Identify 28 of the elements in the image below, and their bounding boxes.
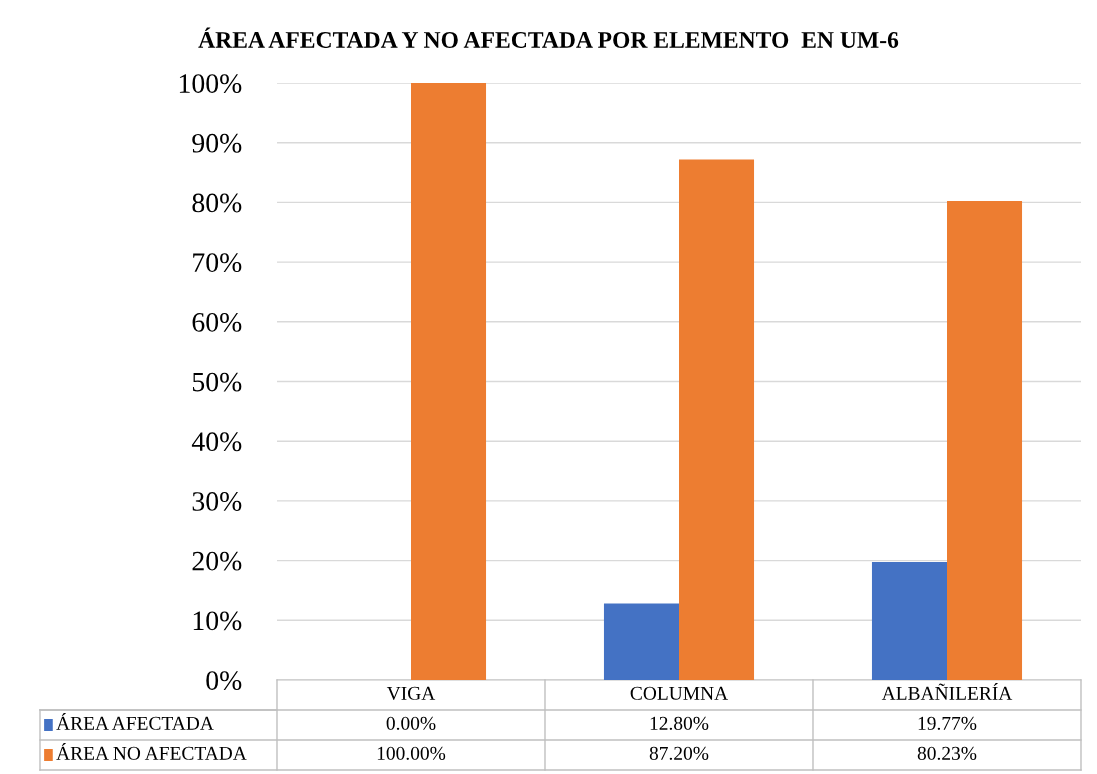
bar [603,603,679,680]
data-label: 19.77% [918,716,977,730]
y-tick-label: 100% [179,74,242,93]
y-tick-label: 40% [191,432,242,452]
y-tick-label: 70% [193,253,242,273]
x-tick-label: VIGA [386,686,436,700]
data-label: 87.20% [649,746,709,760]
bar [871,561,947,680]
y-tick-label: 80% [192,193,242,213]
data-label: 100.00% [377,746,446,760]
legend-label: ÁREA NO AFECTADA [56,743,247,760]
bar [411,83,487,680]
y-tick-label: 0% [206,671,242,690]
y-tick-label: 20% [192,551,242,571]
y-tick-label: 90% [192,133,242,153]
chart-title: ÁREA AFECTADA Y NO AFECTADA POR ELEMENTO EN UM-6 [198,27,899,48]
y-tick-label: 60% [192,312,242,332]
data-label: 12.80% [650,716,709,730]
bar [947,201,1023,680]
x-tick-label: ALBAÑILERÍA [881,683,1013,700]
legend-label: ÁREA AFECTADA [56,713,214,730]
y-tick-label: 30% [192,492,242,511]
data-label: 80.23% [917,746,977,760]
data-label: 0.00% [386,716,436,730]
bar [679,159,755,680]
y-tick-label: 10% [193,611,242,631]
y-tick-label: 50% [192,372,242,392]
x-tick-label: COLUMNA [630,686,729,700]
